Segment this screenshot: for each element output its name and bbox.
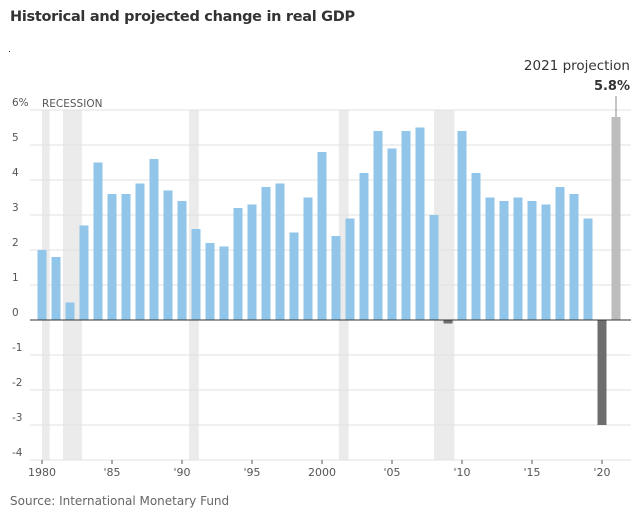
bar bbox=[233, 208, 243, 320]
x-tick-label: '05 bbox=[383, 466, 400, 479]
bar bbox=[597, 320, 607, 425]
y-tick-label: -1 bbox=[12, 342, 22, 354]
y-tick-label: 1 bbox=[12, 272, 19, 284]
y-tick-label: 4 bbox=[12, 167, 19, 179]
bar bbox=[275, 183, 285, 320]
y-tick-label: 0 bbox=[12, 307, 19, 319]
bar bbox=[513, 197, 523, 320]
y-tick-label: 6% bbox=[12, 97, 29, 109]
bar bbox=[247, 204, 257, 320]
bar bbox=[457, 131, 467, 320]
bar bbox=[121, 194, 131, 320]
bar bbox=[443, 320, 453, 324]
y-tick-label: -3 bbox=[12, 412, 22, 424]
bar bbox=[373, 131, 383, 320]
projection-value: 5.8% bbox=[594, 79, 630, 94]
bar bbox=[177, 201, 187, 320]
bar bbox=[289, 232, 299, 320]
bar bbox=[303, 197, 313, 320]
y-tick-label: 5 bbox=[12, 132, 19, 144]
bar bbox=[527, 201, 537, 320]
bar bbox=[51, 257, 61, 320]
x-tick-label: '90 bbox=[173, 466, 190, 479]
source-note: Source: International Monetary Fund bbox=[10, 494, 230, 508]
bar bbox=[65, 302, 75, 320]
bar bbox=[219, 246, 229, 320]
x-tick-label: '85 bbox=[103, 466, 120, 479]
x-tick-label: 2000 bbox=[308, 466, 336, 479]
x-tick-label: '95 bbox=[243, 466, 260, 479]
bar bbox=[331, 236, 341, 320]
bar bbox=[499, 201, 509, 320]
y-tick-label: -2 bbox=[12, 377, 22, 389]
bar bbox=[471, 173, 481, 320]
bar bbox=[149, 159, 159, 320]
y-tick-label: 3 bbox=[12, 202, 19, 214]
bar bbox=[429, 215, 439, 320]
bar bbox=[79, 225, 89, 320]
projection-label: 2021 projection bbox=[524, 58, 630, 74]
bar bbox=[485, 197, 495, 320]
bar bbox=[387, 148, 397, 320]
x-tick-label: '20 bbox=[593, 466, 610, 479]
bar bbox=[163, 190, 173, 320]
bar bbox=[401, 131, 411, 320]
bar bbox=[261, 187, 271, 320]
y-tick-label: 2 bbox=[12, 237, 19, 249]
bar bbox=[345, 218, 355, 320]
chart-title: Historical and projected change in real … bbox=[10, 9, 355, 25]
bars bbox=[37, 117, 621, 425]
x-axis: 1980 '85 '90 '95 2000 '05 '10 '15 '20 bbox=[28, 460, 611, 479]
bar bbox=[415, 127, 425, 320]
bar bbox=[191, 229, 201, 320]
y-axis-labels: 6% 5 4 3 2 1 0 -1 -2 -3 -4 bbox=[12, 97, 29, 459]
bar bbox=[93, 162, 103, 320]
bar bbox=[359, 173, 369, 320]
bar bbox=[583, 218, 593, 320]
projection-bar bbox=[611, 117, 621, 320]
gridlines bbox=[30, 109, 631, 461]
bar bbox=[569, 194, 579, 320]
recession-legend-label: RECESSION bbox=[42, 98, 102, 110]
decorative-dot bbox=[9, 51, 10, 52]
x-tick-label: 1980 bbox=[28, 466, 56, 479]
bar bbox=[541, 204, 551, 320]
x-tick-label: '15 bbox=[523, 466, 540, 479]
projection-annotation: 2021 projection 5.8% bbox=[524, 58, 630, 117]
bar bbox=[317, 152, 327, 320]
x-tick-label: '10 bbox=[453, 466, 470, 479]
bar bbox=[37, 250, 47, 320]
bar bbox=[107, 194, 117, 320]
bar bbox=[135, 183, 145, 320]
y-tick-label: -4 bbox=[12, 447, 23, 459]
bar bbox=[555, 187, 565, 320]
bar bbox=[205, 243, 215, 320]
